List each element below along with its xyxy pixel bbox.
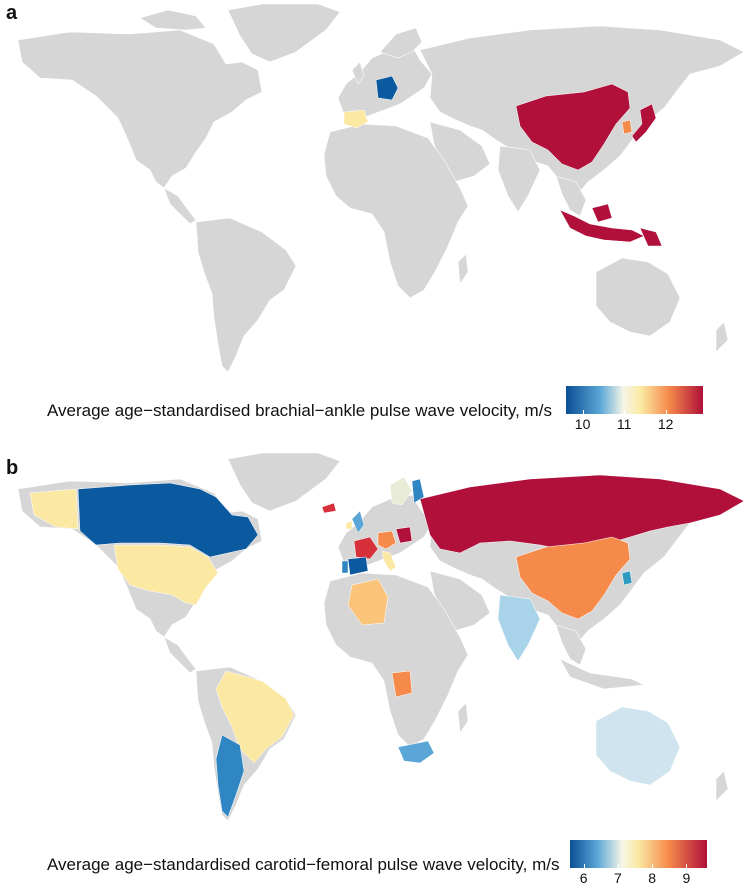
legend-title-b: Average age−standardised carotid−femoral… bbox=[47, 855, 560, 874]
colorbar-a-tick-label: 10 bbox=[574, 416, 591, 432]
country-south-korea bbox=[621, 119, 633, 135]
world-map-carotid-femoral bbox=[17, 452, 745, 822]
colorbar-b-tick-label: 9 bbox=[682, 870, 691, 886]
colorbar-a bbox=[566, 386, 703, 414]
greenland bbox=[227, 452, 341, 512]
country-france bbox=[353, 536, 379, 560]
colorbar-b-tick-label: 7 bbox=[614, 870, 622, 886]
country-poland bbox=[395, 526, 413, 544]
india bbox=[497, 145, 541, 213]
colorbar-b bbox=[570, 840, 707, 868]
colorbar-b-tick-mark bbox=[583, 864, 585, 868]
colorbar-a-tick-mark bbox=[665, 410, 667, 414]
new-zealand bbox=[715, 770, 729, 802]
country-united-states bbox=[113, 544, 219, 606]
madagascar bbox=[457, 253, 469, 285]
country-russia bbox=[419, 474, 745, 554]
country-south-africa bbox=[397, 740, 435, 764]
indonesia bbox=[559, 658, 646, 690]
country-ireland bbox=[345, 520, 353, 530]
country-spain bbox=[347, 556, 369, 576]
legend-title-a: Average age−standardised brachial−ankle … bbox=[47, 401, 552, 420]
colorbar-a-tick-label: 11 bbox=[616, 416, 632, 432]
country-uk bbox=[351, 510, 365, 534]
country-sweden-finland bbox=[389, 476, 413, 506]
country-canada bbox=[77, 482, 259, 558]
se-asia bbox=[555, 175, 587, 217]
scandinavia bbox=[379, 27, 423, 59]
country-china bbox=[515, 83, 631, 171]
colorbar-a-tick-mark bbox=[582, 410, 584, 414]
uk bbox=[351, 61, 365, 85]
canada-islands bbox=[139, 9, 207, 31]
country-brazil bbox=[215, 670, 295, 764]
country-south-korea bbox=[621, 570, 633, 586]
colorbar-a-tick-mark bbox=[624, 410, 626, 414]
colorbar-b-tick-mark bbox=[617, 864, 619, 868]
panel-label-b: b bbox=[6, 457, 19, 479]
country-germany bbox=[375, 75, 399, 101]
country-germany-region bbox=[377, 530, 397, 550]
colorbar-b-tick-mark bbox=[686, 864, 688, 868]
se-asia bbox=[555, 624, 587, 666]
world-map-brachial-ankle bbox=[17, 3, 745, 373]
new-zealand bbox=[715, 321, 729, 353]
colorbar-b-gradient bbox=[570, 840, 707, 868]
country-iceland bbox=[321, 502, 337, 514]
country-finland bbox=[411, 478, 425, 504]
country-alaska-usa bbox=[29, 488, 79, 530]
country-borneo bbox=[591, 203, 613, 223]
australia bbox=[595, 257, 681, 337]
country-angola bbox=[391, 670, 413, 698]
greenland bbox=[227, 3, 341, 63]
colorbar-a-gradient bbox=[566, 386, 703, 414]
colorbar-b-tick-label: 6 bbox=[579, 870, 588, 886]
country-italy bbox=[381, 550, 397, 572]
north-america bbox=[17, 29, 263, 189]
country-australia bbox=[595, 706, 681, 786]
country-algeria bbox=[347, 578, 389, 626]
panel-label-a: a bbox=[6, 2, 18, 24]
africa bbox=[323, 123, 469, 299]
country-portugal bbox=[341, 560, 349, 574]
panel-a: a bbox=[0, 0, 750, 445]
colorbar-b-tick-label: 8 bbox=[648, 870, 657, 886]
country-india bbox=[497, 594, 541, 662]
madagascar bbox=[457, 702, 469, 734]
central-america bbox=[163, 636, 197, 674]
colorbar-a-tick-label: 12 bbox=[657, 416, 674, 432]
colorbar-b-tick-mark bbox=[652, 864, 654, 868]
country-spain bbox=[343, 109, 369, 129]
panel-b: b bbox=[0, 445, 750, 891]
country-japan bbox=[631, 103, 657, 143]
country-china bbox=[515, 536, 631, 620]
country-argentina bbox=[215, 734, 245, 818]
south-america bbox=[195, 217, 297, 373]
country-papua-new-guinea bbox=[639, 227, 663, 247]
central-america bbox=[163, 187, 197, 225]
